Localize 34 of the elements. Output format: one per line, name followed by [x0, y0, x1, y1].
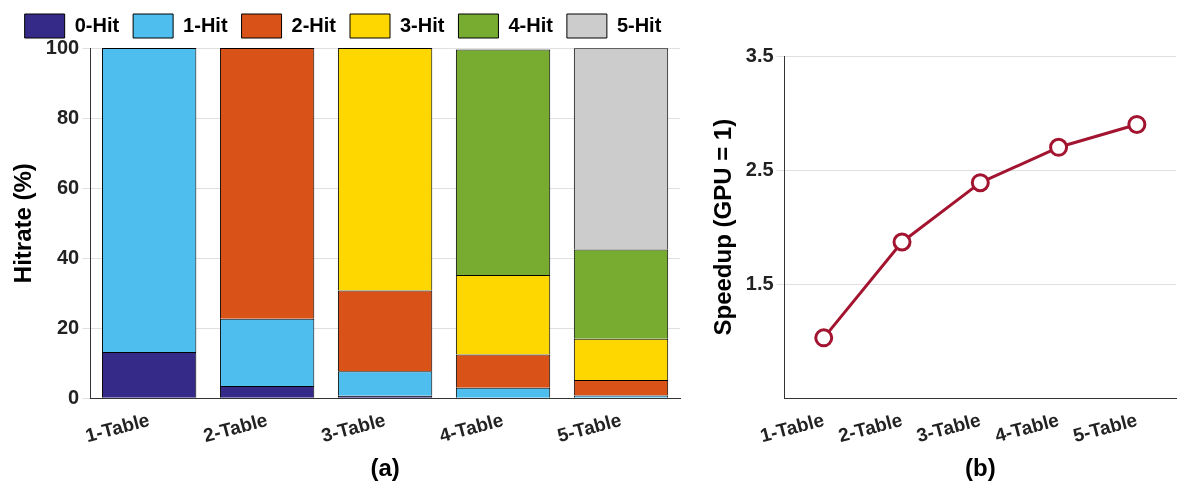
x-tick-label: 3-Table	[319, 408, 388, 447]
x-tick-label: 2-Table	[836, 408, 905, 447]
y-tick-label: 1.5	[745, 271, 774, 294]
y-axis-title: Speedup (GPU = 1)	[709, 118, 737, 336]
x-tick-label: 5-Table	[1070, 408, 1140, 447]
legend-label: 4-Hit	[508, 13, 554, 36]
y-tick-label: 0	[68, 385, 80, 408]
y-tick-label: 60	[56, 175, 80, 198]
x-tick-label: 4-Table	[992, 408, 1061, 447]
legend-label: 5-Hit	[616, 13, 662, 36]
y-tick-label: 20	[56, 315, 80, 338]
y-tick-label: 80	[56, 105, 80, 128]
x-tick-label: 1-Table	[83, 408, 152, 447]
point	[814, 328, 834, 348]
y-tick-label: 40	[56, 245, 80, 268]
y-tick-label: 2.5	[745, 157, 774, 180]
x-tick-label: 4-Table	[437, 408, 506, 447]
y-tick-label: 3.5	[745, 43, 774, 66]
point	[1127, 114, 1147, 134]
y-tick-label: 100	[45, 35, 80, 58]
x-tick-label: 2-Table	[201, 408, 270, 447]
point	[970, 173, 990, 193]
x-tick-label: 1-Table	[757, 408, 827, 447]
legend-label: 3-Hit	[400, 13, 445, 36]
x-axis-title: (b)	[964, 454, 996, 482]
x-tick-label: 3-Table	[914, 408, 983, 447]
y-axis-title: Hitrate (%)	[9, 163, 37, 284]
legend-label: 0-Hit	[74, 13, 120, 36]
x-tick-label: 5-Table	[555, 408, 624, 447]
legend-label: 1-Hit	[183, 13, 228, 36]
x-axis-title: (a)	[370, 454, 400, 482]
point	[1049, 137, 1069, 157]
legend-label: 2-Hit	[291, 13, 337, 36]
point	[892, 232, 912, 252]
